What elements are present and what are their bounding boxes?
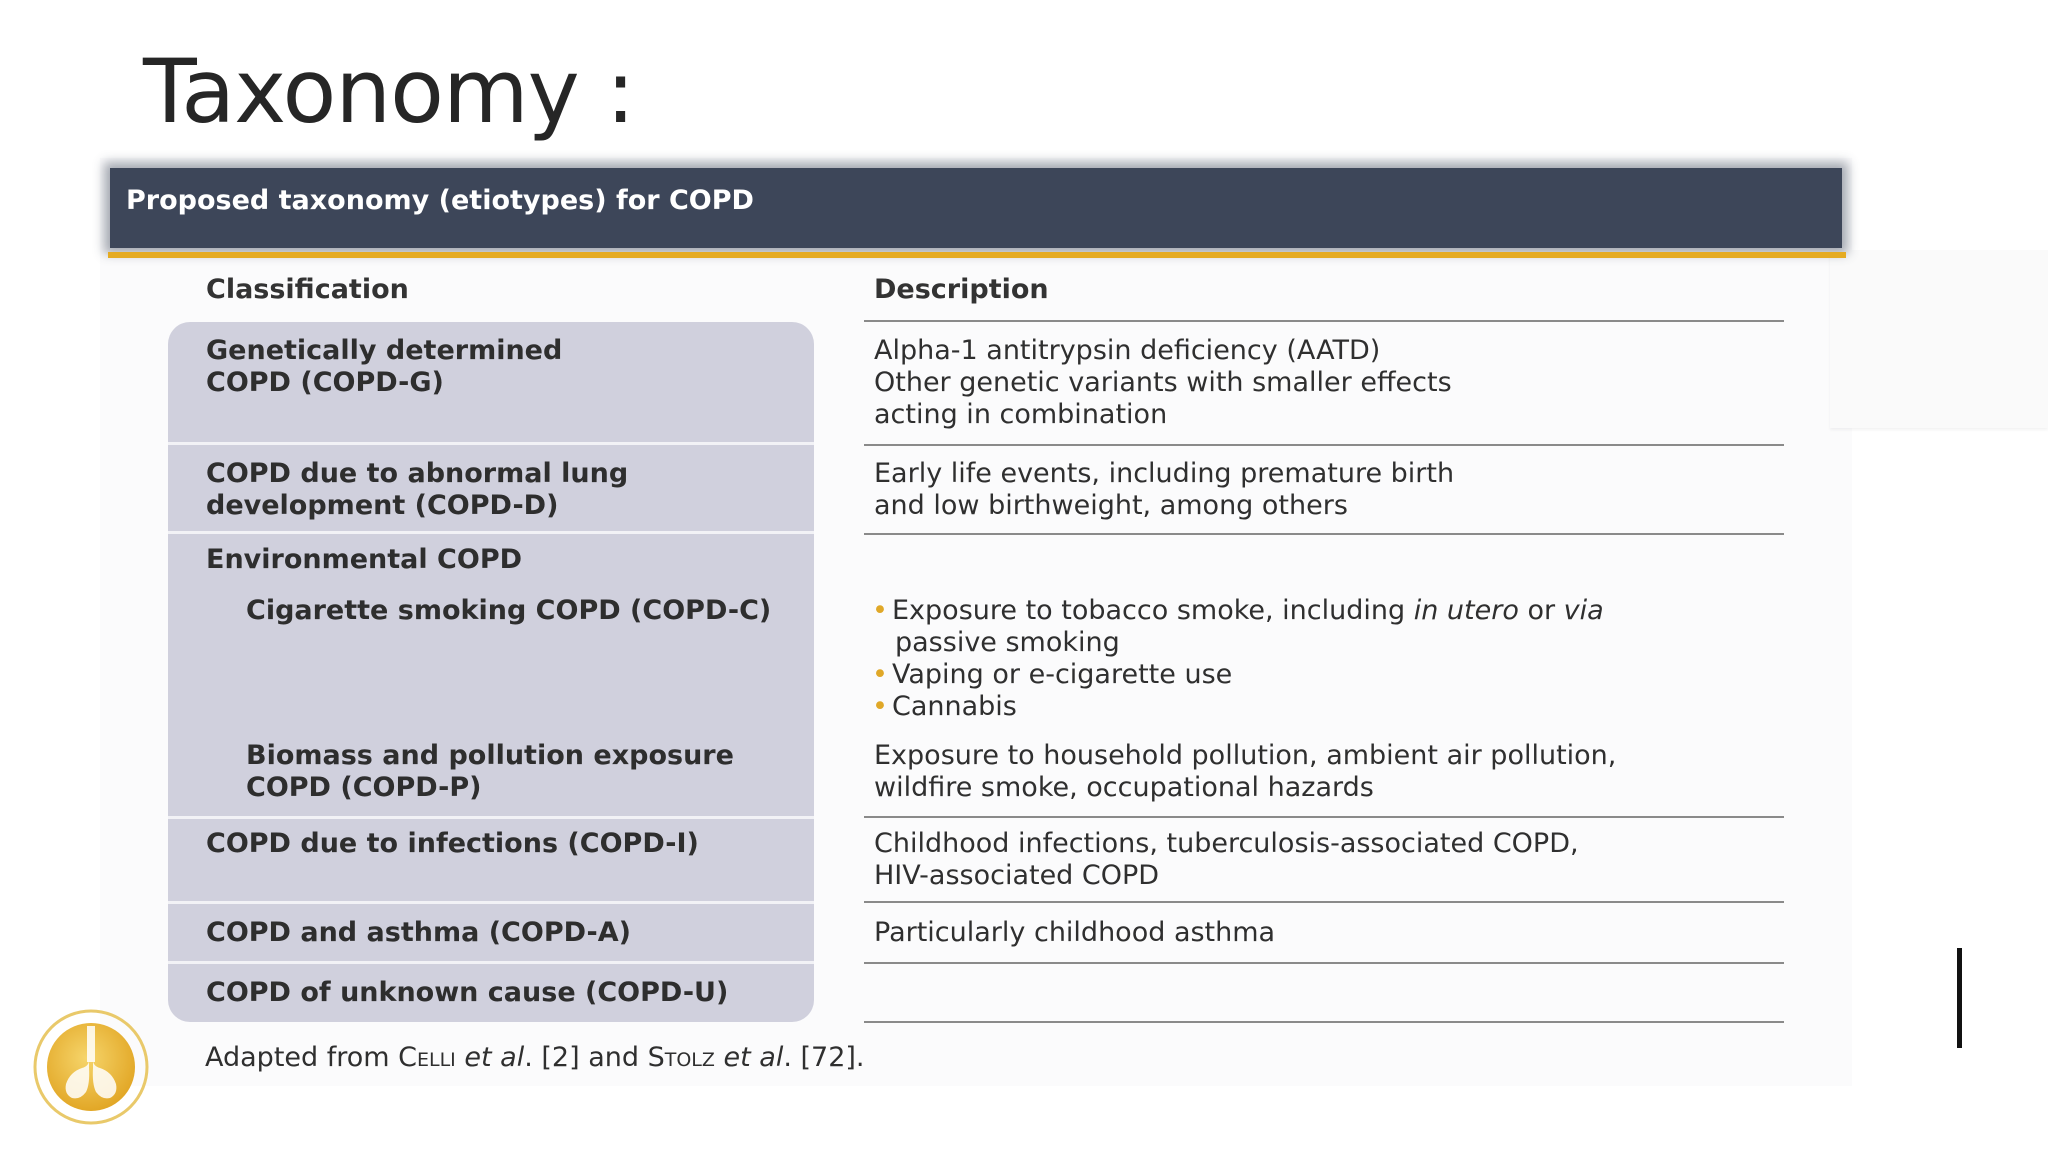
classification-cell: Cigarette smoking COPD (COPD-C) — [246, 595, 772, 626]
cell-line: Biomass and pollution exposure — [246, 740, 734, 771]
classification-cell: Genetically determined COPD (COPD-G) — [206, 335, 562, 399]
classification-cell: Biomass and pollution exposure COPD (COP… — [246, 740, 734, 804]
header-accent-line — [108, 252, 1846, 258]
footnote-etal: et al — [714, 1042, 784, 1073]
footnote-author: Stolz — [647, 1042, 715, 1073]
row-separator — [168, 442, 814, 445]
footnote-etal: et al — [455, 1042, 525, 1073]
classification-cell: Environmental COPD — [206, 544, 523, 575]
cell-line: COPD (COPD-P) — [246, 772, 482, 803]
cell-line: HIV-associated COPD — [874, 860, 1160, 891]
footnote-text: . [72]. — [783, 1042, 865, 1073]
panel-edge — [1830, 250, 2048, 428]
footnote-text: . [2] and — [524, 1042, 648, 1073]
cell-line: Other genetic variants with smaller effe… — [874, 367, 1452, 398]
description-cell: Exposure to household pollution, ambient… — [874, 740, 1616, 804]
cell-line: Childhood infections, tuberculosis-assoc… — [874, 828, 1579, 859]
description-rule — [864, 444, 1784, 446]
row-separator — [168, 816, 814, 819]
classification-cell: COPD of unknown cause (COPD-U) — [206, 977, 729, 1008]
description-cell: Particularly childhood asthma — [874, 917, 1276, 948]
cell-line: wildfire smoke, occupational hazards — [874, 772, 1374, 803]
row-separator — [168, 901, 814, 904]
classification-cell: COPD due to abnormal lung development (C… — [206, 458, 628, 522]
cell-line: and low birthweight, among others — [874, 490, 1348, 521]
description-rule — [864, 1021, 1784, 1023]
table-header: Proposed taxonomy (etiotypes) for COPD — [110, 168, 1842, 248]
cell-line: Early life events, including premature b… — [874, 458, 1455, 489]
cell-line: Exposure to household pollution, ambient… — [874, 740, 1617, 771]
bullet-item: Cannabis — [892, 691, 1017, 722]
bullet-text: or — [1518, 595, 1564, 626]
row-separator — [168, 531, 814, 534]
column-header-classification: Classification — [206, 274, 409, 305]
row-separator — [168, 961, 814, 964]
bullet-item-continuation: passive smoking — [895, 627, 1120, 658]
slide-title: Taxonomy : — [143, 40, 635, 143]
slide-edge-bar — [1957, 948, 1962, 1048]
column-header-description: Description — [874, 274, 1049, 305]
description-cell: Early life events, including premature b… — [874, 458, 1454, 522]
cell-line: COPD due to abnormal lung — [206, 458, 629, 489]
description-rule — [864, 962, 1784, 964]
table-footnote: Adapted from Celli et al. [2] and Stolz … — [205, 1042, 865, 1073]
description-rule — [864, 533, 1784, 535]
description-cell: Alpha-1 antitrypsin deficiency (AATD) Ot… — [874, 335, 1452, 431]
bullet-icon: • — [872, 595, 888, 626]
description-cell: Childhood infections, tuberculosis-assoc… — [874, 828, 1579, 892]
table-header-title: Proposed taxonomy (etiotypes) for COPD — [126, 185, 754, 216]
cell-line: acting in combination — [874, 399, 1168, 430]
cell-line: Alpha-1 antitrypsin deficiency (AATD) — [874, 335, 1381, 366]
footnote-author: Celli — [398, 1042, 456, 1073]
classification-cell: COPD and asthma (COPD-A) — [206, 917, 631, 948]
cell-line: Genetically determined — [206, 335, 563, 366]
cell-line: development (COPD-D) — [206, 490, 559, 521]
description-rule — [864, 320, 1784, 322]
gold-lungs-logo-icon — [32, 1008, 150, 1126]
classification-cell: COPD due to infections (COPD-I) — [206, 828, 699, 859]
bullet-icon: • — [872, 659, 888, 690]
bullet-text: Exposure to tobacco smoke, including — [892, 595, 1414, 626]
classification-column-bg — [168, 322, 814, 1022]
bullet-text-italic: via — [1563, 595, 1604, 626]
bullet-item: Exposure to tobacco smoke, including in … — [892, 595, 1604, 627]
footnote-text: Adapted from — [205, 1042, 399, 1073]
bullet-item: Vaping or e-cigarette use — [892, 659, 1233, 690]
description-rule — [864, 816, 1784, 818]
bullet-text-italic: in utero — [1413, 595, 1519, 626]
cell-line: COPD (COPD-G) — [206, 367, 444, 398]
description-rule — [864, 901, 1784, 903]
bullet-icon: • — [872, 691, 888, 722]
